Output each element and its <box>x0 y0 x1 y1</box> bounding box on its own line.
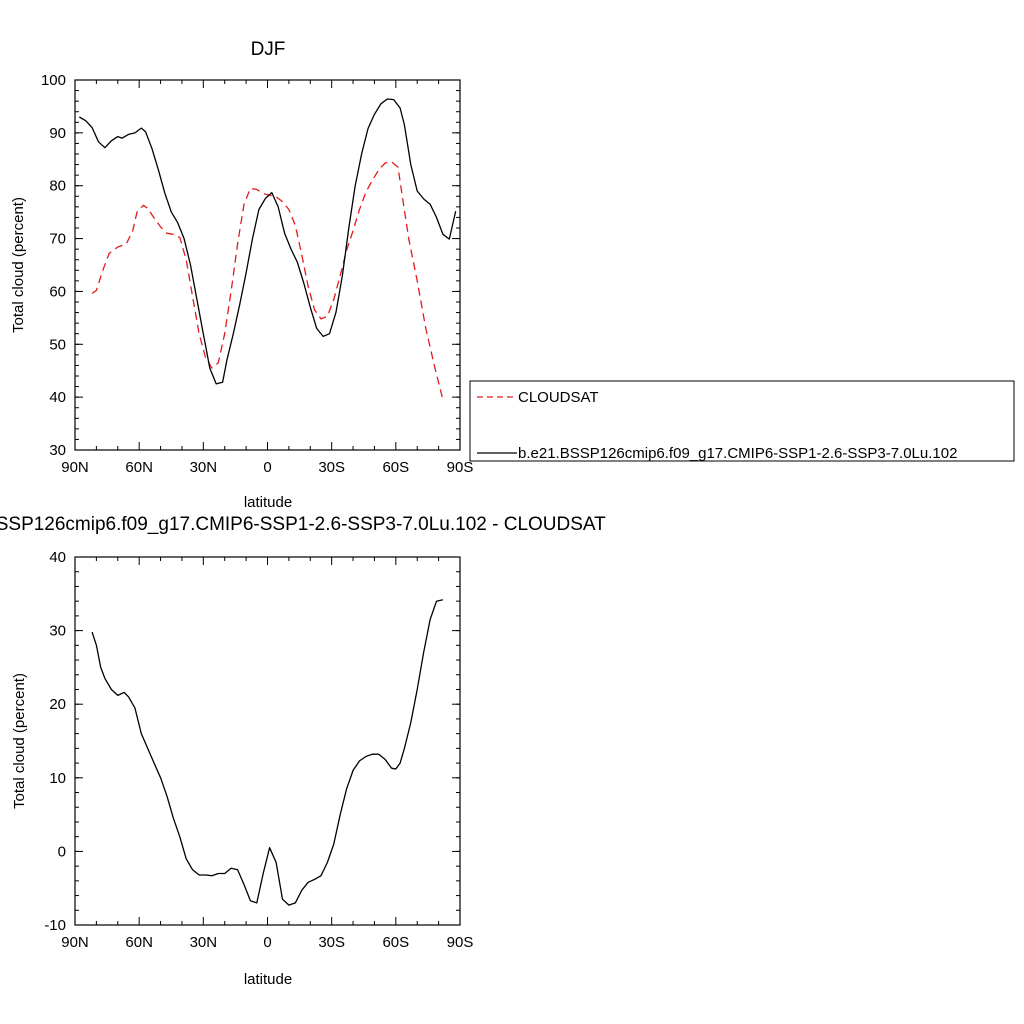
y-tick-label: 100 <box>41 72 66 89</box>
x-tick-label: 60N <box>125 459 153 476</box>
x-tick-label: 90S <box>447 934 474 951</box>
y-tick-label: 90 <box>49 125 66 142</box>
y-tick-label: 10 <box>49 770 66 787</box>
legend-label-cloudsat: CLOUDSAT <box>518 389 599 406</box>
bottom-plot-frame <box>74 556 461 926</box>
x-tick-label: 0 <box>263 459 271 476</box>
x-tick-label: 0 <box>263 934 271 951</box>
bottom-chart-title: b.e21.BSSP126cmip6.f09_g17.CMIP6-SSP1-2.… <box>0 514 606 535</box>
bottom-series-group <box>91 599 444 906</box>
y-tick-label: 20 <box>49 696 66 713</box>
y-tick-label: 70 <box>49 231 66 248</box>
x-tick-label: 60S <box>382 459 409 476</box>
bottom-y-axis-label: Total cloud (percent) <box>11 673 28 809</box>
bottom-x-tick-labels: 90N 60N 30N 0 30S 60S 90S <box>61 934 473 951</box>
y-tick-label: 0 <box>58 843 66 860</box>
top-series-group <box>78 98 457 400</box>
top-x-tick-labels: 90N 60N 30N 0 30S 60S 90S <box>61 459 473 476</box>
x-tick-label: 30S <box>318 934 345 951</box>
x-tick-label: 60N <box>125 934 153 951</box>
top-plot-frame <box>74 79 461 451</box>
bottom-y-tick-labels: -10 0 10 20 30 40 <box>44 549 66 934</box>
bottom-x-axis-label: latitude <box>244 971 292 988</box>
series-line-difference <box>91 599 444 906</box>
y-tick-label: 40 <box>49 389 66 406</box>
y-tick-label: 60 <box>49 283 66 300</box>
y-tick-label: -10 <box>44 917 66 934</box>
top-chart-title: DJF <box>251 39 286 60</box>
x-tick-label: 30N <box>190 459 218 476</box>
y-tick-label: 50 <box>49 336 66 353</box>
y-tick-label: 80 <box>49 178 66 195</box>
x-tick-label: 60S <box>382 934 409 951</box>
x-tick-label: 90N <box>61 459 89 476</box>
top-x-axis-label: latitude <box>244 494 292 511</box>
top-panel: DJF 90N 60N 30N 0 30S 60S 90S 30 40 50 60 70 80 90 10… <box>10 39 473 511</box>
legend-box <box>469 380 1015 462</box>
top-y-tick-labels: 30 40 50 60 70 80 90 100 <box>41 72 66 459</box>
x-tick-label: 90S <box>447 459 474 476</box>
x-tick-label: 90N <box>61 934 89 951</box>
x-tick-label: 30S <box>318 459 345 476</box>
series-line-cloudsat <box>91 161 444 400</box>
top-ticks <box>74 79 461 451</box>
series-line-model <box>78 98 457 385</box>
bottom-ticks <box>74 556 461 926</box>
bottom-panel: b.e21.BSSP126cmip6.f09_g17.CMIP6-SSP1-2.… <box>0 514 606 988</box>
x-tick-label: 30N <box>190 934 218 951</box>
y-tick-label: 40 <box>49 549 66 566</box>
legend: CLOUDSAT b.e21.BSSP126cmip6.f09_g17.CMIP… <box>469 380 1015 462</box>
y-tick-label: 30 <box>49 623 66 640</box>
legend-label-model: b.e21.BSSP126cmip6.f09_g17.CMIP6-SSP1-2.… <box>518 445 957 462</box>
top-y-axis-label: Total cloud (percent) <box>10 197 27 333</box>
y-tick-label: 30 <box>49 442 66 459</box>
